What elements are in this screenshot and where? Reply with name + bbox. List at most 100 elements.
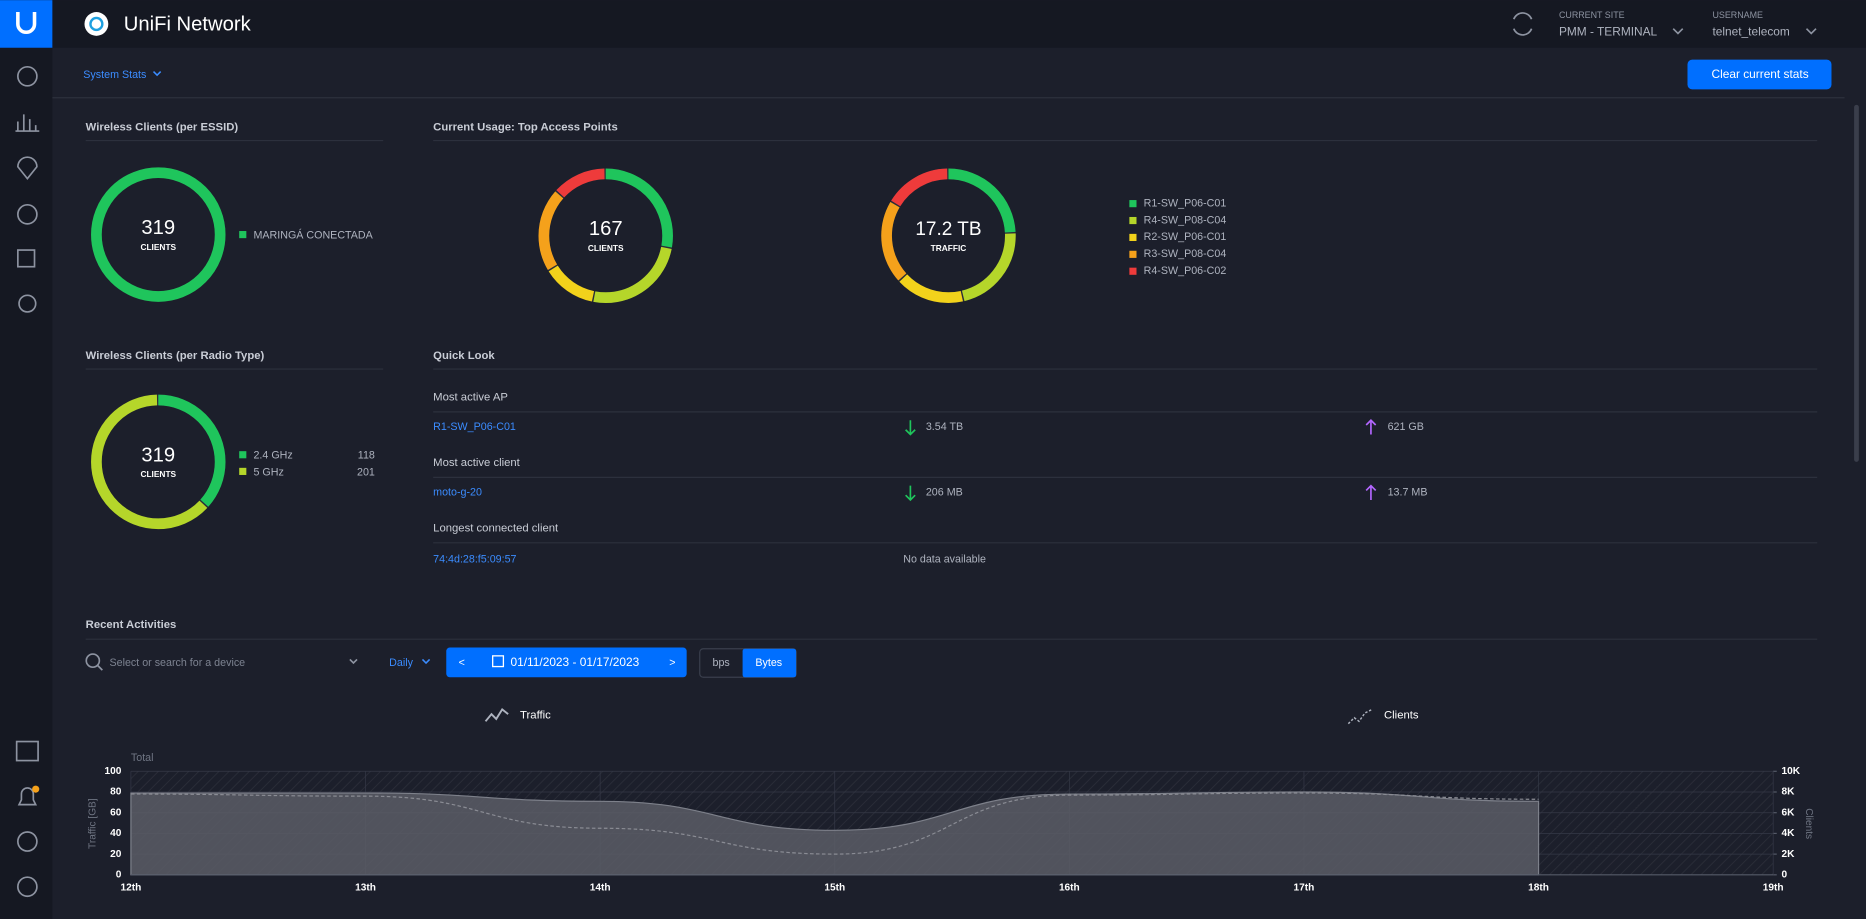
donut-segment bbox=[91, 394, 226, 530]
download: 206 MB bbox=[926, 487, 963, 499]
date-range: 01/11/2023 - 01/17/2023 bbox=[511, 655, 640, 669]
legend-label: MARINGÁ CONECTADA bbox=[253, 229, 373, 242]
row-title: Longest connected client bbox=[433, 523, 559, 535]
x-tick-label: 14th bbox=[590, 883, 611, 894]
donut-segment bbox=[881, 168, 1016, 304]
clients-icon[interactable] bbox=[17, 249, 36, 268]
y-tick-label: 80 bbox=[110, 787, 122, 798]
donut-segment bbox=[91, 394, 226, 530]
site-select[interactable]: PMM - TERMINAL bbox=[1559, 24, 1658, 38]
ap-link[interactable]: R1-SW_P06-C01 bbox=[433, 421, 516, 433]
donut-segment bbox=[881, 168, 1016, 304]
chevron bbox=[1805, 28, 1817, 35]
legend-swatch bbox=[239, 231, 247, 239]
next-button[interactable]: > bbox=[669, 657, 675, 669]
refresh-icon[interactable] bbox=[1512, 12, 1533, 36]
donut-label: CLIENTS bbox=[140, 469, 176, 479]
legend-label: R2-SW_P06-C01 bbox=[1144, 231, 1227, 243]
alert-dot bbox=[32, 785, 40, 793]
stats-icon[interactable] bbox=[15, 114, 40, 132]
row-title: Most active client bbox=[433, 457, 521, 469]
dashboard-icon[interactable] bbox=[17, 65, 38, 87]
y2-tick-label: 4K bbox=[1782, 828, 1796, 839]
donut-label: TRAFFIC bbox=[931, 243, 967, 253]
events-icon[interactable] bbox=[15, 740, 39, 762]
section-title: Wireless Clients (per Radio Type) bbox=[86, 350, 265, 362]
x-tick-label: 13th bbox=[355, 883, 376, 894]
x-tick-label: 15th bbox=[824, 883, 845, 894]
y-tick-label: 20 bbox=[110, 849, 122, 860]
x-tick-label: 12th bbox=[121, 883, 142, 894]
legend-swatch bbox=[239, 467, 247, 475]
sidebar-icons bbox=[15, 65, 40, 898]
unit-option[interactable]: bps bbox=[713, 657, 730, 669]
y-tick-label: 0 bbox=[116, 869, 122, 880]
legend-label: 5 GHz bbox=[253, 466, 283, 478]
legend-label: Traffic bbox=[520, 709, 551, 721]
legend-label: Clients bbox=[1384, 709, 1419, 721]
device-search[interactable]: Select or search for a device bbox=[109, 657, 245, 669]
section-title: Recent Activities bbox=[86, 619, 177, 631]
devices-icon[interactable] bbox=[17, 203, 38, 225]
donut-total: 17.2 TB bbox=[915, 219, 981, 240]
section-title: Current Usage: Top Access Points bbox=[433, 121, 618, 133]
upload: 13.7 MB bbox=[1388, 487, 1428, 499]
client-link[interactable]: 74:4d:28:f5:09:57 bbox=[433, 553, 516, 565]
unit-option[interactable]: Bytes bbox=[755, 657, 782, 669]
chevron bbox=[349, 658, 358, 665]
line bbox=[130, 792, 1539, 855]
sidebar bbox=[0, 0, 53, 919]
download: 3.54 TB bbox=[926, 421, 963, 433]
legend-swatch bbox=[1129, 250, 1137, 258]
donut-segment bbox=[881, 168, 1016, 304]
client-link[interactable]: moto-g-20 bbox=[433, 487, 482, 499]
note: No data available bbox=[903, 553, 986, 565]
legend-swatch bbox=[1129, 216, 1137, 225]
date-picker[interactable] bbox=[446, 647, 687, 678]
insights-icon[interactable] bbox=[18, 294, 37, 313]
y2-tick-label: 0 bbox=[1782, 869, 1788, 880]
brand: UniFi Network bbox=[124, 13, 252, 35]
logo[interactable] bbox=[0, 0, 53, 48]
clear-button[interactable] bbox=[1687, 59, 1832, 90]
clients-legend-icon bbox=[1347, 708, 1373, 725]
scrollbar[interactable] bbox=[1854, 104, 1859, 462]
chevron bbox=[421, 658, 431, 665]
y-tick-label: 100 bbox=[105, 766, 122, 777]
traffic-legend-icon bbox=[484, 707, 509, 722]
upload-icon bbox=[1365, 484, 1377, 500]
site-label: CURRENT SITE bbox=[1559, 10, 1625, 20]
x-tick-label: 16th bbox=[1059, 883, 1080, 894]
username-label: USERNAME bbox=[1712, 10, 1763, 20]
settings-icon[interactable] bbox=[17, 876, 38, 898]
top-bar bbox=[0, 0, 1866, 48]
calendar-icon bbox=[492, 655, 505, 668]
donut-total: 319 bbox=[141, 444, 175, 466]
section-title: Wireless Clients (per ESSID) bbox=[86, 121, 239, 133]
help-icon[interactable] bbox=[17, 831, 38, 852]
legend-label: R3-SW_P08-C04 bbox=[1144, 248, 1227, 260]
section-title: Quick Look bbox=[433, 350, 495, 362]
unit-active[interactable] bbox=[742, 648, 797, 678]
dynamic: 319 CLIENTS MARINGÁ CONECTADA 319 CLIENTS 2.4… bbox=[87, 167, 1814, 894]
x-tick-label: 18th bbox=[1528, 883, 1549, 894]
y2-tick-label: 10K bbox=[1782, 766, 1801, 777]
upload: 621 GB bbox=[1388, 421, 1424, 433]
donut-segment bbox=[538, 168, 673, 304]
view-select[interactable]: System Stats bbox=[83, 69, 146, 81]
interval-select[interactable]: Daily bbox=[389, 657, 413, 669]
x-tick-label: 17th bbox=[1294, 883, 1315, 894]
legend-swatch bbox=[239, 451, 247, 459]
y2-tick-label: 6K bbox=[1782, 807, 1796, 818]
prev-button[interactable]: < bbox=[459, 657, 465, 669]
y-tick-label: 40 bbox=[110, 828, 122, 839]
logo-mark bbox=[16, 12, 37, 34]
x-tick-label: 19th bbox=[1763, 883, 1784, 894]
clear-button-label: Clear current stats bbox=[1712, 67, 1809, 81]
alerts-icon[interactable] bbox=[17, 787, 38, 806]
map-icon[interactable] bbox=[17, 156, 38, 180]
donut-segment bbox=[538, 168, 673, 304]
y2-tick-label: 8K bbox=[1782, 787, 1796, 798]
username[interactable]: telnet_telecom bbox=[1712, 24, 1789, 38]
legend-value: 118 bbox=[358, 450, 375, 462]
